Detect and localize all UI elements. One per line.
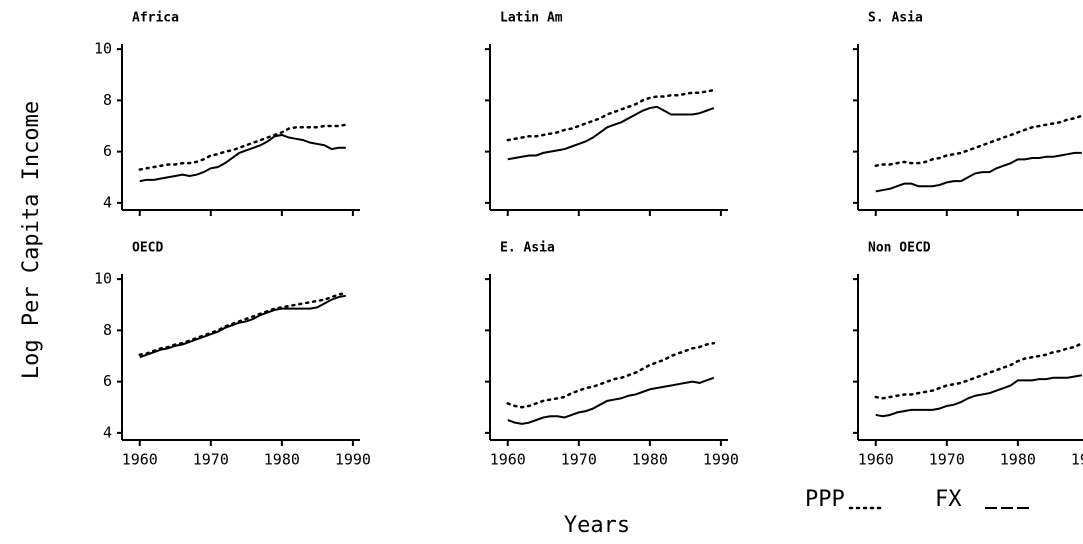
x-tick-label: 1970	[929, 451, 965, 469]
x-tick-label: 1990	[1071, 451, 1083, 469]
series-line	[138, 123, 348, 171]
y-tick-label: 4	[103, 193, 112, 211]
panel-title: S. Asia	[868, 11, 923, 26]
series-line	[875, 151, 1082, 193]
x-axis-label: Years	[564, 513, 630, 538]
x-tick-label: 1980	[632, 451, 668, 469]
x-tick-label: 1960	[858, 451, 894, 469]
x-tick-label: 1970	[193, 451, 229, 469]
panel-title: OECD	[132, 241, 163, 256]
legend-label: PPP	[805, 487, 845, 512]
y-tick-label: 10	[94, 40, 112, 58]
series-line	[506, 341, 716, 409]
x-tick-label: 1980	[1000, 451, 1036, 469]
series-line	[507, 376, 715, 425]
x-tick-label: 1980	[264, 451, 300, 469]
y-tick-label: 8	[103, 91, 112, 109]
series-line	[139, 294, 346, 359]
series-line	[139, 133, 346, 183]
series-line	[507, 105, 715, 161]
panel-title: Non OECD	[868, 241, 931, 256]
x-tick-label: 1990	[335, 451, 371, 469]
y-tick-label: 8	[103, 321, 112, 339]
panel-title: Africa	[132, 11, 179, 26]
y-tick-label: 4	[103, 423, 112, 441]
series-line	[506, 88, 716, 142]
series-line	[874, 114, 1083, 167]
legend-label: FX	[935, 487, 962, 512]
y-tick-label: 6	[103, 372, 112, 390]
y-axis-label: Log Per Capita Income	[19, 101, 44, 379]
panel-title: E. Asia	[500, 241, 555, 256]
series-line	[875, 374, 1082, 418]
series-line	[874, 341, 1083, 400]
y-tick-label: 6	[103, 142, 112, 160]
x-tick-label: 1970	[561, 451, 597, 469]
x-tick-label: 1990	[703, 451, 739, 469]
series-line	[138, 291, 348, 356]
x-tick-label: 1960	[490, 451, 526, 469]
x-tick-label: 1960	[122, 451, 158, 469]
y-tick-label: 10	[94, 270, 112, 288]
panel-title: Latin Am	[500, 11, 563, 26]
